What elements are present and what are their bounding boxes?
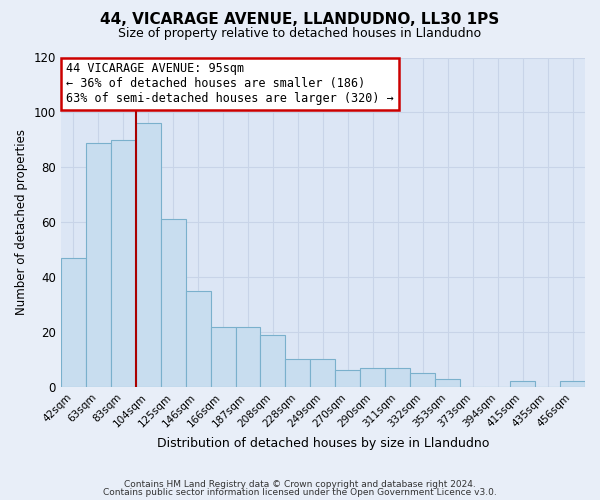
Text: Contains HM Land Registry data © Crown copyright and database right 2024.: Contains HM Land Registry data © Crown c… bbox=[124, 480, 476, 489]
Bar bbox=[310, 360, 335, 387]
Bar bbox=[136, 124, 161, 387]
Bar bbox=[286, 360, 310, 387]
X-axis label: Distribution of detached houses by size in Llandudno: Distribution of detached houses by size … bbox=[157, 437, 489, 450]
Bar bbox=[86, 142, 111, 387]
Bar bbox=[111, 140, 136, 387]
Bar bbox=[211, 326, 236, 387]
Bar bbox=[385, 368, 410, 387]
Bar bbox=[510, 382, 535, 387]
Text: Contains public sector information licensed under the Open Government Licence v3: Contains public sector information licen… bbox=[103, 488, 497, 497]
Bar bbox=[260, 335, 286, 387]
Bar bbox=[161, 220, 185, 387]
Bar bbox=[361, 368, 385, 387]
Bar bbox=[410, 373, 435, 387]
Bar bbox=[560, 382, 585, 387]
Text: Size of property relative to detached houses in Llandudno: Size of property relative to detached ho… bbox=[118, 28, 482, 40]
Bar bbox=[185, 291, 211, 387]
Y-axis label: Number of detached properties: Number of detached properties bbox=[15, 129, 28, 315]
Bar bbox=[435, 378, 460, 387]
Text: 44, VICARAGE AVENUE, LLANDUDNO, LL30 1PS: 44, VICARAGE AVENUE, LLANDUDNO, LL30 1PS bbox=[100, 12, 500, 28]
Bar bbox=[236, 326, 260, 387]
Text: 44 VICARAGE AVENUE: 95sqm
← 36% of detached houses are smaller (186)
63% of semi: 44 VICARAGE AVENUE: 95sqm ← 36% of detac… bbox=[66, 62, 394, 106]
Bar bbox=[335, 370, 361, 387]
Bar bbox=[61, 258, 86, 387]
